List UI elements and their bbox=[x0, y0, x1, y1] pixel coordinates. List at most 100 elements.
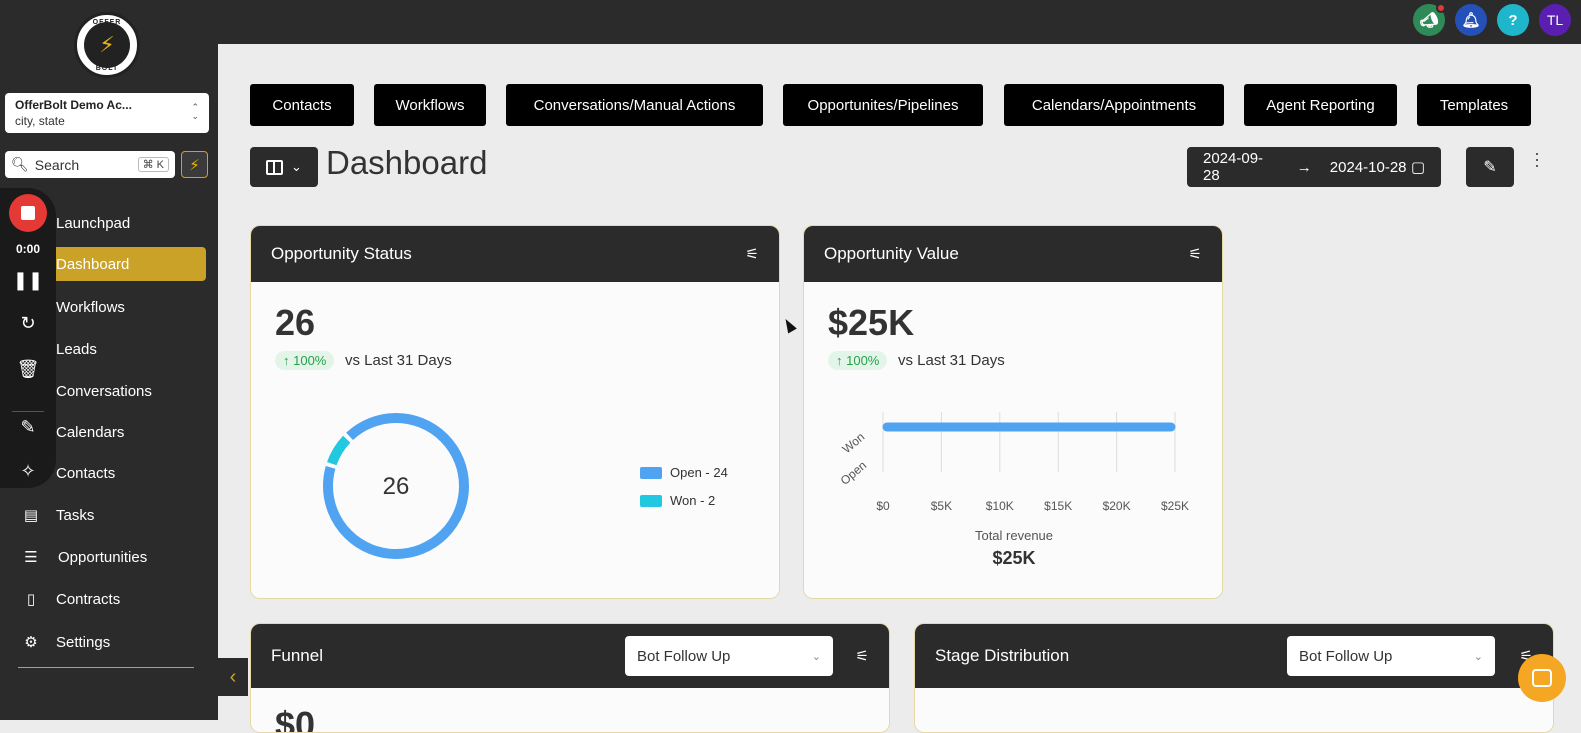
help-button[interactable]: ? bbox=[1497, 4, 1529, 36]
legend-open[interactable]: Open - 24 bbox=[640, 465, 728, 480]
layout-icon bbox=[266, 159, 284, 175]
account-switcher[interactable]: OfferBolt Demo Ac... city, state ⌃ ⌄ bbox=[5, 93, 209, 133]
sidebar-item-label: Dashboard bbox=[56, 255, 130, 273]
sidebar-item-workflows[interactable]: Workflows bbox=[18, 290, 206, 324]
date-range-picker[interactable]: 2024-09-28 → 2024-10-28 ▢ bbox=[1187, 147, 1441, 187]
sidebar-item-settings[interactable]: ⚙ Settings bbox=[18, 625, 206, 659]
chevron-down-icon: ⌄ bbox=[291, 159, 302, 174]
chat-widget-button[interactable] bbox=[1518, 654, 1566, 702]
filter-icon[interactable]: ⚟ bbox=[855, 648, 869, 665]
clipboard-icon: ▤ bbox=[23, 507, 39, 524]
comparison-label: vs Last 31 Days bbox=[898, 352, 1005, 369]
pencil-icon: ✎ bbox=[1483, 159, 1497, 176]
collapse-sidebar-button[interactable]: ‹ bbox=[218, 658, 248, 696]
sidebar-item-conversations[interactable]: Conversations bbox=[18, 374, 206, 408]
stage-distribution-card: Stage Distribution Bot Follow Up ⌄ ⚟ bbox=[914, 623, 1554, 733]
filter-icon[interactable]: ⚟ bbox=[745, 246, 759, 263]
x-tick-label: $5K bbox=[931, 499, 952, 513]
stop-recording-button[interactable] bbox=[9, 194, 47, 232]
funnel-value: $0 bbox=[275, 704, 316, 733]
calendars-nav-button[interactable]: Calendars/Appointments bbox=[1004, 84, 1224, 126]
megaphone-icon: 📣︎ bbox=[1419, 12, 1439, 29]
conversations-nav-button[interactable]: Conversations/Manual Actions bbox=[506, 84, 763, 126]
sidebar-item-label: Settings bbox=[56, 633, 111, 651]
sparkle-icon: ✧ bbox=[20, 461, 36, 481]
legend-label: Won - 2 bbox=[670, 493, 716, 508]
donut-chart: 26 bbox=[323, 413, 469, 559]
list-icon: ☰ bbox=[24, 549, 38, 566]
donut-segment-open[interactable] bbox=[323, 413, 469, 559]
sidebar-item-contracts[interactable]: ▯ Contracts bbox=[18, 582, 206, 616]
total-revenue-label: Total revenue bbox=[974, 528, 1054, 543]
legend-swatch-won bbox=[640, 494, 662, 507]
pipeline-select[interactable]: Bot Follow Up ⌄ bbox=[625, 636, 833, 676]
draw-button[interactable]: ✎ bbox=[0, 417, 56, 438]
sidebar-item-launchpad[interactable]: Launchpad bbox=[18, 206, 206, 240]
sidebar-item-contacts[interactable]: Contacts bbox=[18, 456, 206, 490]
mouse-cursor bbox=[781, 316, 797, 334]
effects-button[interactable]: ✧ bbox=[0, 461, 56, 482]
search-icon: 🔍︎ bbox=[11, 156, 29, 172]
user-avatar[interactable]: TL bbox=[1539, 4, 1571, 36]
pencil-icon: ✎ bbox=[20, 417, 36, 437]
sidebar-item-label: Launchpad bbox=[56, 214, 131, 232]
legend-won[interactable]: Won - 2 bbox=[640, 493, 715, 508]
gear-icon: ⚙ bbox=[24, 634, 38, 651]
notifications-button[interactable]: 🔔︎ bbox=[1455, 4, 1487, 36]
sidebar-item-calendars[interactable]: Calendars bbox=[18, 415, 206, 449]
delete-recording-button[interactable]: 🗑︎ bbox=[0, 359, 56, 380]
x-tick-label: $25K bbox=[1161, 499, 1189, 513]
bar-chart: Won Open $0 $5K $10K $15K $20K $25K bbox=[838, 412, 1189, 513]
sidebar-divider bbox=[18, 667, 194, 668]
offerbolt-logo[interactable]: OFFER ⚡ BOLT bbox=[74, 12, 140, 78]
announcements-button[interactable]: 📣︎ bbox=[1413, 3, 1446, 36]
calendar-icon: ▢ bbox=[1410, 159, 1425, 176]
sidebar-item-label: Contacts bbox=[56, 464, 116, 482]
card-header: Stage Distribution Bot Follow Up ⌄ ⚟ bbox=[915, 624, 1553, 688]
search-placeholder: Search bbox=[34, 156, 80, 173]
select-value: Bot Follow Up bbox=[637, 647, 731, 665]
help-icon: ? bbox=[1508, 11, 1518, 29]
chevron-left-icon: ‹ bbox=[229, 665, 237, 688]
more-options-icon[interactable]: · · · bbox=[1534, 143, 1540, 175]
opportunities-nav-button[interactable]: Opportunites/Pipelines bbox=[783, 84, 983, 126]
opportunity-count: 26 bbox=[275, 302, 316, 343]
card-title: Funnel bbox=[271, 646, 323, 665]
workflows-nav-button[interactable]: Workflows bbox=[374, 84, 486, 126]
sidebar-item-label: Conversations bbox=[56, 382, 152, 400]
card-title: Opportunity Value bbox=[824, 244, 959, 263]
contacts-nav-button[interactable]: Contacts bbox=[250, 84, 354, 126]
agent-reporting-nav-button[interactable]: Agent Reporting bbox=[1244, 84, 1397, 126]
search-shortcut: ⌘ K bbox=[137, 157, 169, 172]
account-name: OfferBolt Demo Ac... bbox=[15, 98, 132, 112]
search-input[interactable]: 🔍︎ Search ⌘ K bbox=[5, 151, 175, 178]
sidebar-item-label: Opportunities bbox=[58, 548, 148, 566]
layout-toggle-button[interactable]: ⌄ bbox=[250, 147, 318, 187]
date-end: 2024-10-28 bbox=[1329, 158, 1407, 176]
templates-nav-button[interactable]: Templates bbox=[1417, 84, 1531, 126]
top-bar: 📣︎ 🔔︎ ? TL bbox=[218, 0, 1581, 44]
donut-center-value: 26 bbox=[383, 473, 410, 500]
sidebar-item-tasks[interactable]: ▤ Tasks bbox=[18, 498, 206, 532]
restart-button[interactable]: ↻ bbox=[0, 313, 56, 334]
pause-button[interactable]: ❚❚ bbox=[0, 270, 56, 291]
page-title: Dashboard bbox=[326, 144, 488, 181]
chevron-down-icon: ⌄ bbox=[811, 650, 821, 663]
chevron-updown-icon: ⌃ ⌄ bbox=[191, 102, 199, 121]
card-header: Opportunity Value ⚟ bbox=[804, 226, 1222, 282]
lightning-icon: ⚡ bbox=[189, 156, 200, 174]
pipeline-select[interactable]: Bot Follow Up ⌄ bbox=[1287, 636, 1495, 676]
sidebar-item-opportunities[interactable]: ☰ Opportunities bbox=[18, 540, 206, 574]
total-revenue-value: $25K bbox=[992, 548, 1036, 568]
select-value: Bot Follow Up bbox=[1299, 647, 1393, 665]
quick-action-button[interactable]: ⚡ bbox=[181, 151, 208, 178]
x-tick-label: $10K bbox=[986, 499, 1014, 513]
document-icon: ▯ bbox=[26, 591, 36, 608]
sidebar-item-leads[interactable]: Leads bbox=[18, 332, 206, 366]
x-tick-label: $15K bbox=[1044, 499, 1072, 513]
edit-dashboard-button[interactable]: ✎ bbox=[1466, 147, 1514, 187]
filter-icon[interactable]: ⚟ bbox=[1188, 246, 1202, 263]
date-start: 2024-09-28 bbox=[1203, 150, 1264, 184]
logo-text-top: OFFER bbox=[92, 19, 122, 26]
card-title: Stage Distribution bbox=[935, 646, 1070, 665]
